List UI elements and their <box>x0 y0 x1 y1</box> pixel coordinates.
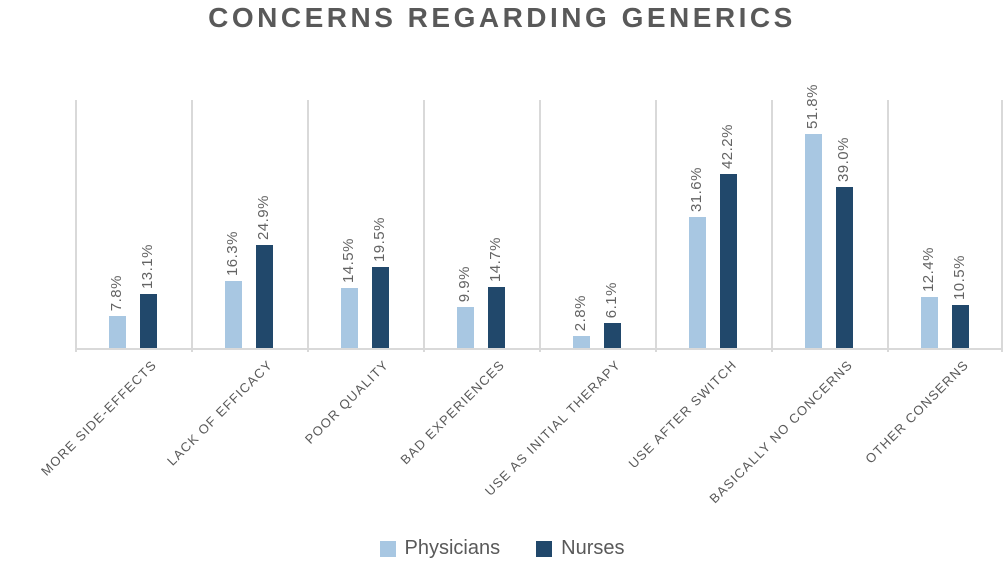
axis-tick <box>1001 348 1003 352</box>
legend-label-nurses: Nurses <box>561 537 625 559</box>
value-label-nurses-5: 42.2% <box>719 123 736 169</box>
bar-nurses-5 <box>720 173 737 348</box>
axis-tick <box>75 348 77 352</box>
axis-tick <box>655 348 657 352</box>
gridline <box>771 100 773 348</box>
bar-nurses-1 <box>256 245 273 348</box>
legend-item-nurses: Nurses <box>536 537 624 560</box>
value-label-physicians-5: 31.6% <box>688 167 705 213</box>
value-label-nurses-3: 14.7% <box>487 237 504 283</box>
value-label-nurses-4: 6.1% <box>603 281 620 318</box>
x-axis-label-7: OTHER CONSERNS <box>862 357 972 467</box>
bar-physicians-6 <box>805 133 822 348</box>
bar-nurses-2 <box>372 267 389 348</box>
axis-tick <box>423 348 425 352</box>
value-label-nurses-1: 24.9% <box>255 195 272 241</box>
bar-physicians-1 <box>225 280 242 348</box>
gridline <box>75 100 77 348</box>
axis-tick <box>887 348 889 352</box>
bar-nurses-7 <box>952 304 969 348</box>
axis-tick <box>191 348 193 352</box>
value-label-physicians-2: 14.5% <box>340 238 357 284</box>
legend-label-physicians: Physicians <box>404 537 501 559</box>
value-label-nurses-0: 13.1% <box>139 243 156 289</box>
legend: Physicians Nurses <box>0 537 1004 560</box>
bar-physicians-0 <box>109 315 126 348</box>
chart-title: CONCERNS REGARDING GENERICS <box>208 2 796 33</box>
value-label-physicians-1: 16.3% <box>224 230 241 276</box>
value-label-nurses-2: 19.5% <box>371 217 388 263</box>
bar-nurses-6 <box>836 186 853 348</box>
value-label-nurses-6: 39.0% <box>835 136 852 182</box>
value-label-physicians-3: 9.9% <box>456 265 473 303</box>
bar-physicians-4 <box>573 336 590 348</box>
gridline <box>1001 100 1003 348</box>
value-label-physicians-6: 51.8% <box>804 83 821 129</box>
bar-nurses-3 <box>488 287 505 348</box>
axis-tick <box>771 348 773 352</box>
legend-item-physicians: Physicians <box>379 537 501 560</box>
x-axis-label-2: POOR QUALITY <box>301 357 392 447</box>
gridline <box>423 100 425 348</box>
bar-physicians-2 <box>341 288 358 348</box>
x-axis-label-6: BASICALLY NO CONCERNS <box>706 357 856 507</box>
value-label-physicians-7: 12.4% <box>920 246 937 292</box>
bar-physicians-7 <box>921 296 938 348</box>
gridline <box>191 100 193 348</box>
bar-physicians-5 <box>689 217 706 348</box>
x-axis-label-4: USE AS INITIAL THERAPY <box>481 357 624 499</box>
axis-tick <box>539 348 541 352</box>
x-axis-label-5: USE AFTER SWITCH <box>625 357 740 472</box>
gridline <box>539 100 541 348</box>
plot-area: 7.8% 16.3% 14.5% 9.9% 2.8% 31.6% 51.8% 12.4% 13.… <box>75 84 1003 352</box>
bar-nurses-4 <box>604 322 621 348</box>
x-axis-label-0: MORE SIDE-EFFECTS <box>38 357 160 479</box>
nurses-swatch-icon <box>536 540 553 557</box>
value-label-physicians-0: 7.8% <box>108 274 125 311</box>
axis-tick <box>307 348 309 352</box>
physicians-swatch-icon <box>379 540 396 557</box>
gridline <box>655 100 657 348</box>
bar-physicians-3 <box>457 307 474 348</box>
x-axis-label-3: BAD EXPERIENCES <box>397 357 508 468</box>
gridline <box>307 100 309 348</box>
value-label-nurses-7: 10.5% <box>951 254 968 300</box>
gridline <box>887 100 889 348</box>
x-axis-label-1: LACK OF EFFICACY <box>164 357 276 469</box>
bar-nurses-0 <box>140 293 157 348</box>
value-label-physicians-4: 2.8% <box>572 295 589 332</box>
